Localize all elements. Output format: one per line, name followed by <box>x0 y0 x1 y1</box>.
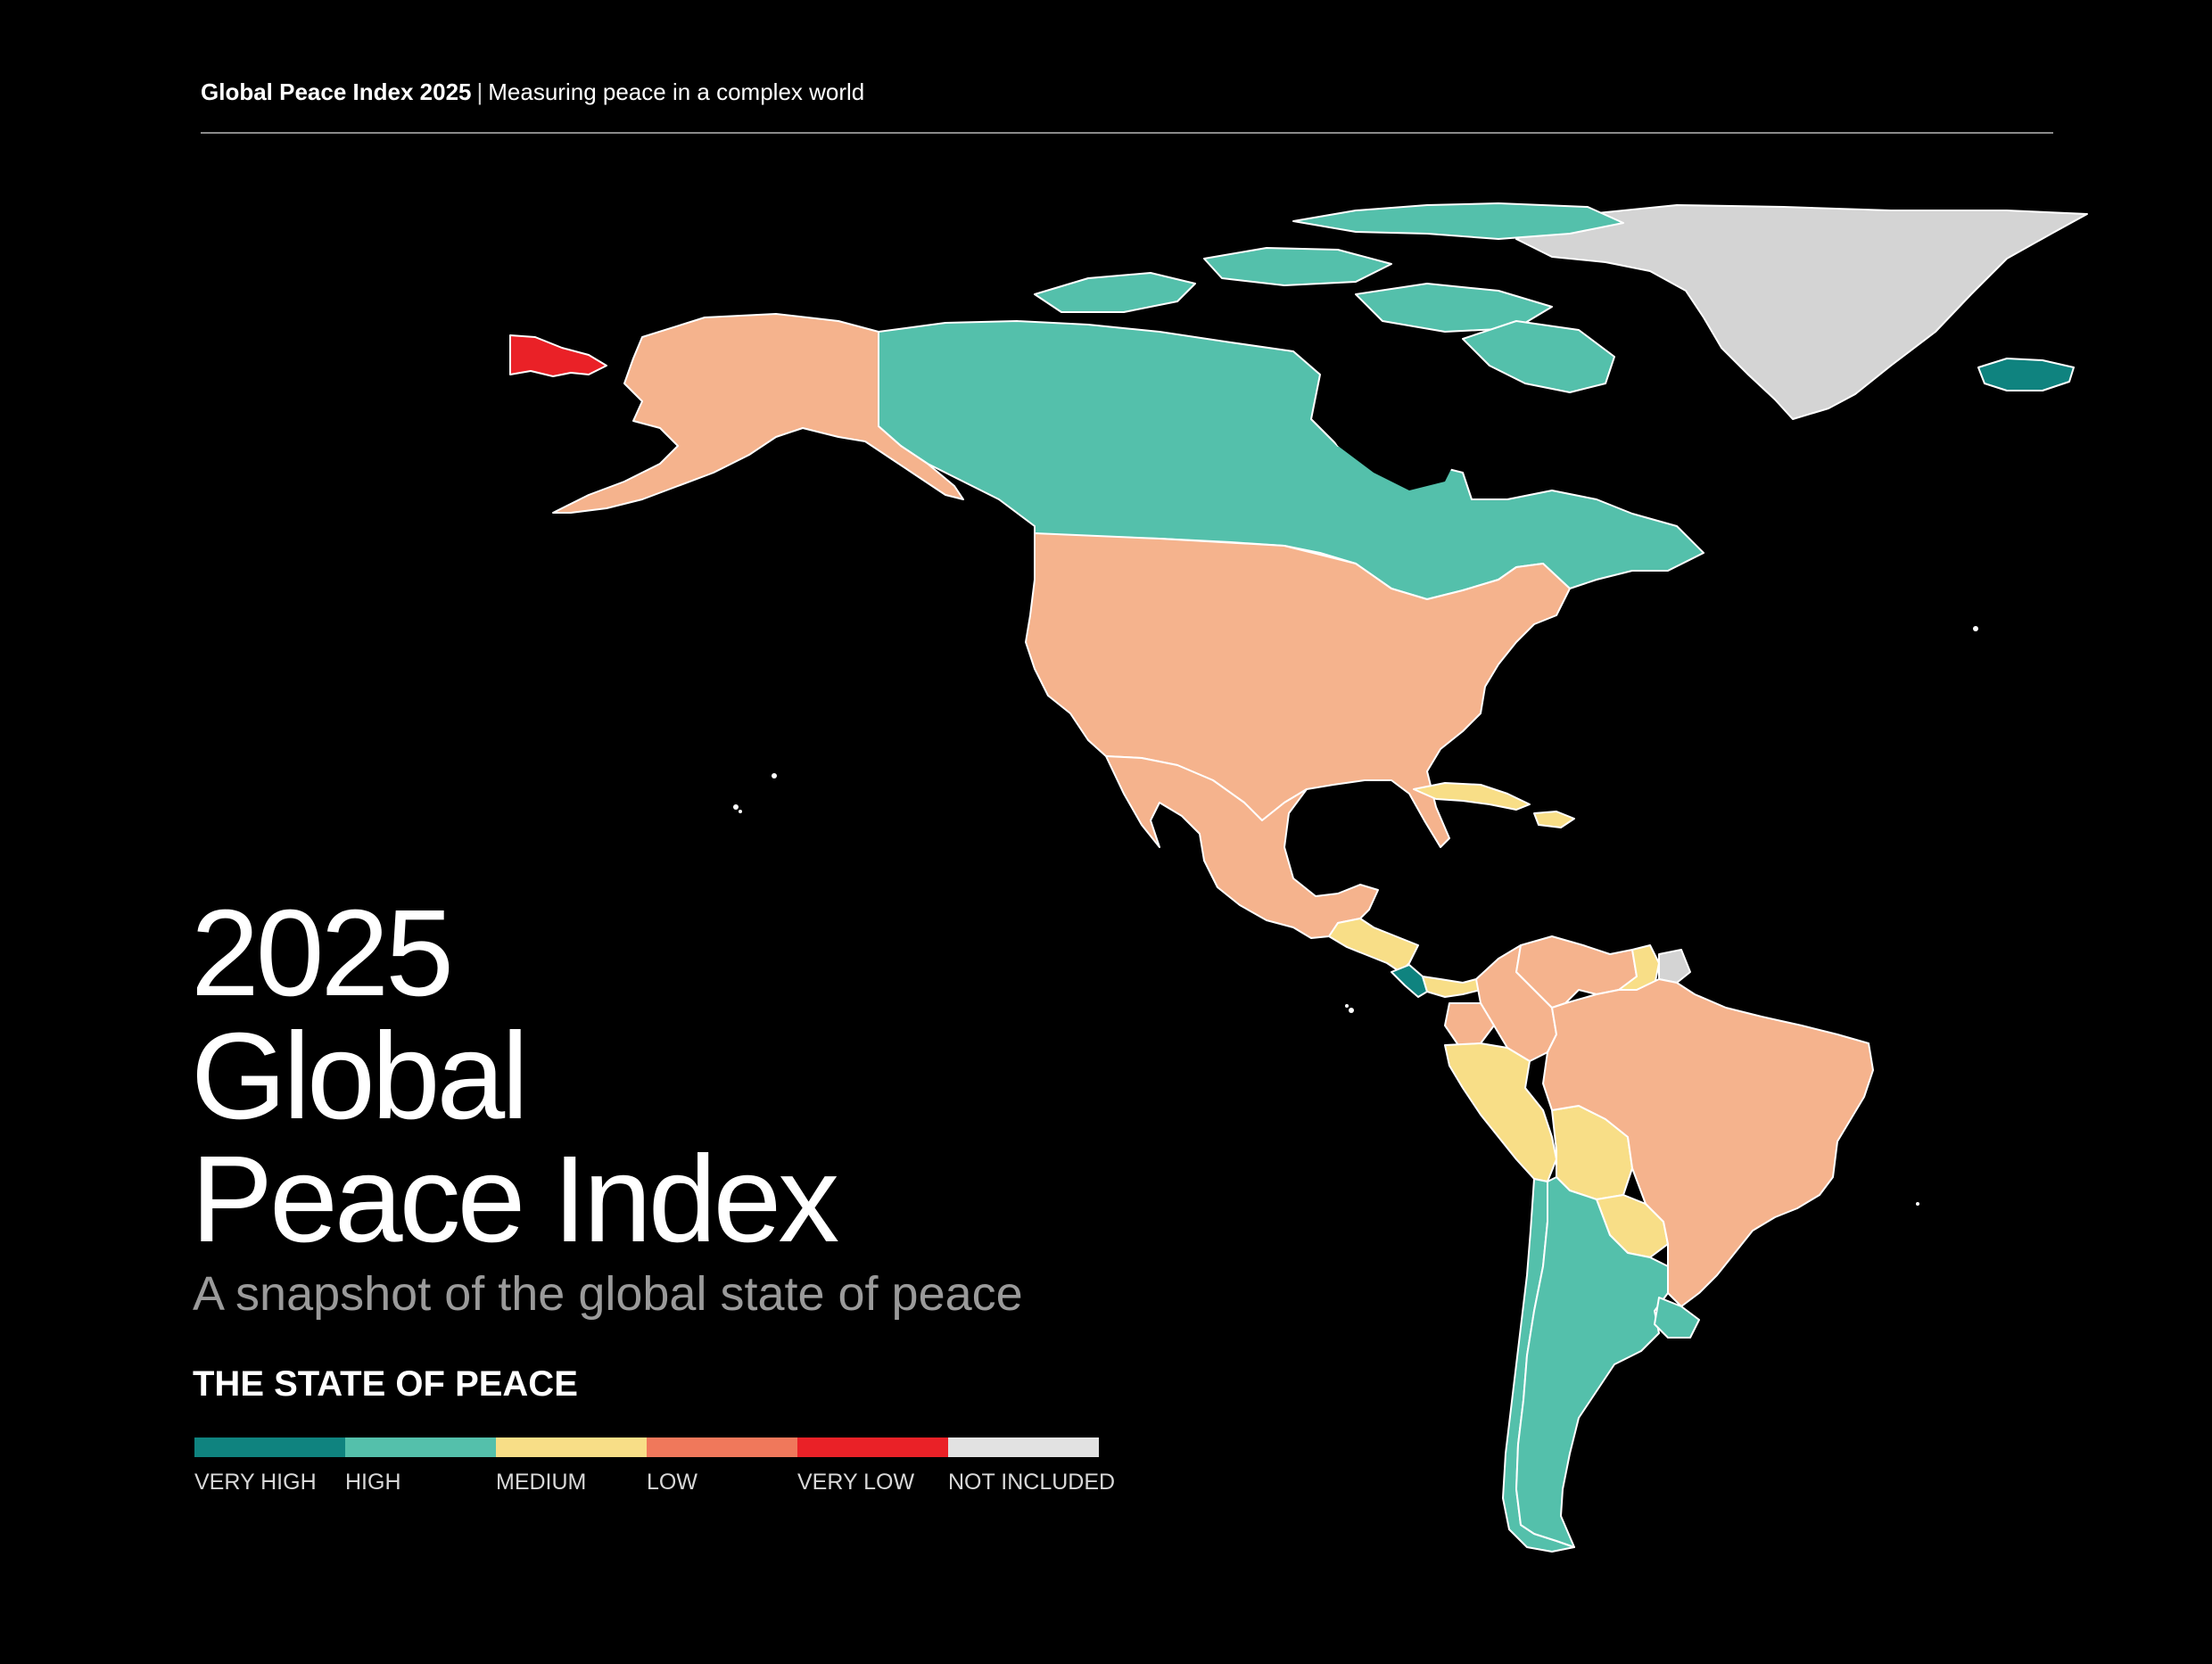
region-hudson-bay <box>1320 375 1463 490</box>
legend-label-very-low: VERY LOW <box>797 1470 915 1495</box>
region-argentina <box>1515 1176 1669 1548</box>
legend-swatch-not-included <box>948 1437 1099 1457</box>
island-dot <box>1345 1004 1349 1008</box>
legend-swatch-high <box>345 1437 496 1457</box>
legend-color-bar <box>194 1437 1099 1457</box>
region-hispaniola <box>1533 811 1575 828</box>
region-canada-islands-3 <box>1355 283 1553 333</box>
report-header: Global Peace Index 2025 | Measuring peace … <box>201 78 864 106</box>
legend-labels: VERY HIGH HIGH MEDIUM LOW VERY LOW NOT I… <box>194 1470 1116 1495</box>
title-line-year: 2025 <box>191 885 454 1022</box>
report-subtitle: A snapshot of the global state of peace <box>193 1267 1023 1321</box>
legend-label-not-included: NOT INCLUDED <box>948 1470 1116 1495</box>
island-dot <box>1349 1008 1354 1013</box>
header-tagline: Measuring peace in a complex world <box>488 78 865 105</box>
region-uruguay <box>1654 1297 1700 1339</box>
legend-swatch-very-low <box>797 1437 948 1457</box>
island-dot <box>1916 1202 1919 1206</box>
region-peru <box>1444 1042 1557 1182</box>
region-baffin-island <box>1462 320 1615 393</box>
title-line-global: Global <box>191 1008 529 1145</box>
island-dot <box>739 810 742 813</box>
region-usa <box>1025 532 1571 848</box>
legend-label-low: LOW <box>647 1470 697 1495</box>
legend-label-medium: MEDIUM <box>496 1470 587 1495</box>
report-title: 2025 Global Peace Index <box>191 885 839 1268</box>
header-title: Global Peace Index 2025 <box>201 78 472 105</box>
legend-swatch-low <box>647 1437 797 1457</box>
region-greenland <box>1515 204 2088 420</box>
region-panama <box>1422 976 1482 998</box>
title-line-peace-index: Peace Index <box>191 1131 839 1268</box>
region-brazil <box>1542 978 1874 1307</box>
legend-title: THE STATE OF PEACE <box>193 1364 578 1404</box>
island-dot <box>733 804 739 810</box>
header-separator: | <box>476 78 483 105</box>
island-dot <box>772 773 777 778</box>
region-cuba <box>1413 782 1531 811</box>
legend-swatch-medium <box>496 1437 647 1457</box>
island-dot <box>1973 626 1978 631</box>
region-alaska <box>552 313 964 514</box>
region-canada-islands-1 <box>1034 272 1196 313</box>
region-canada-arctic <box>1292 202 1624 240</box>
region-costa-rica <box>1391 964 1428 998</box>
legend-label-high: HIGH <box>345 1470 401 1495</box>
legend-swatch-very-high <box>194 1437 345 1457</box>
legend-label-very-high: VERY HIGH <box>194 1470 317 1495</box>
region-french-guiana <box>1658 949 1691 984</box>
region-central-america <box>1328 918 1419 973</box>
region-canada-islands-2 <box>1203 247 1392 286</box>
region-chukotka <box>509 334 607 377</box>
region-iceland <box>1977 358 2075 391</box>
header-divider <box>201 132 2053 134</box>
